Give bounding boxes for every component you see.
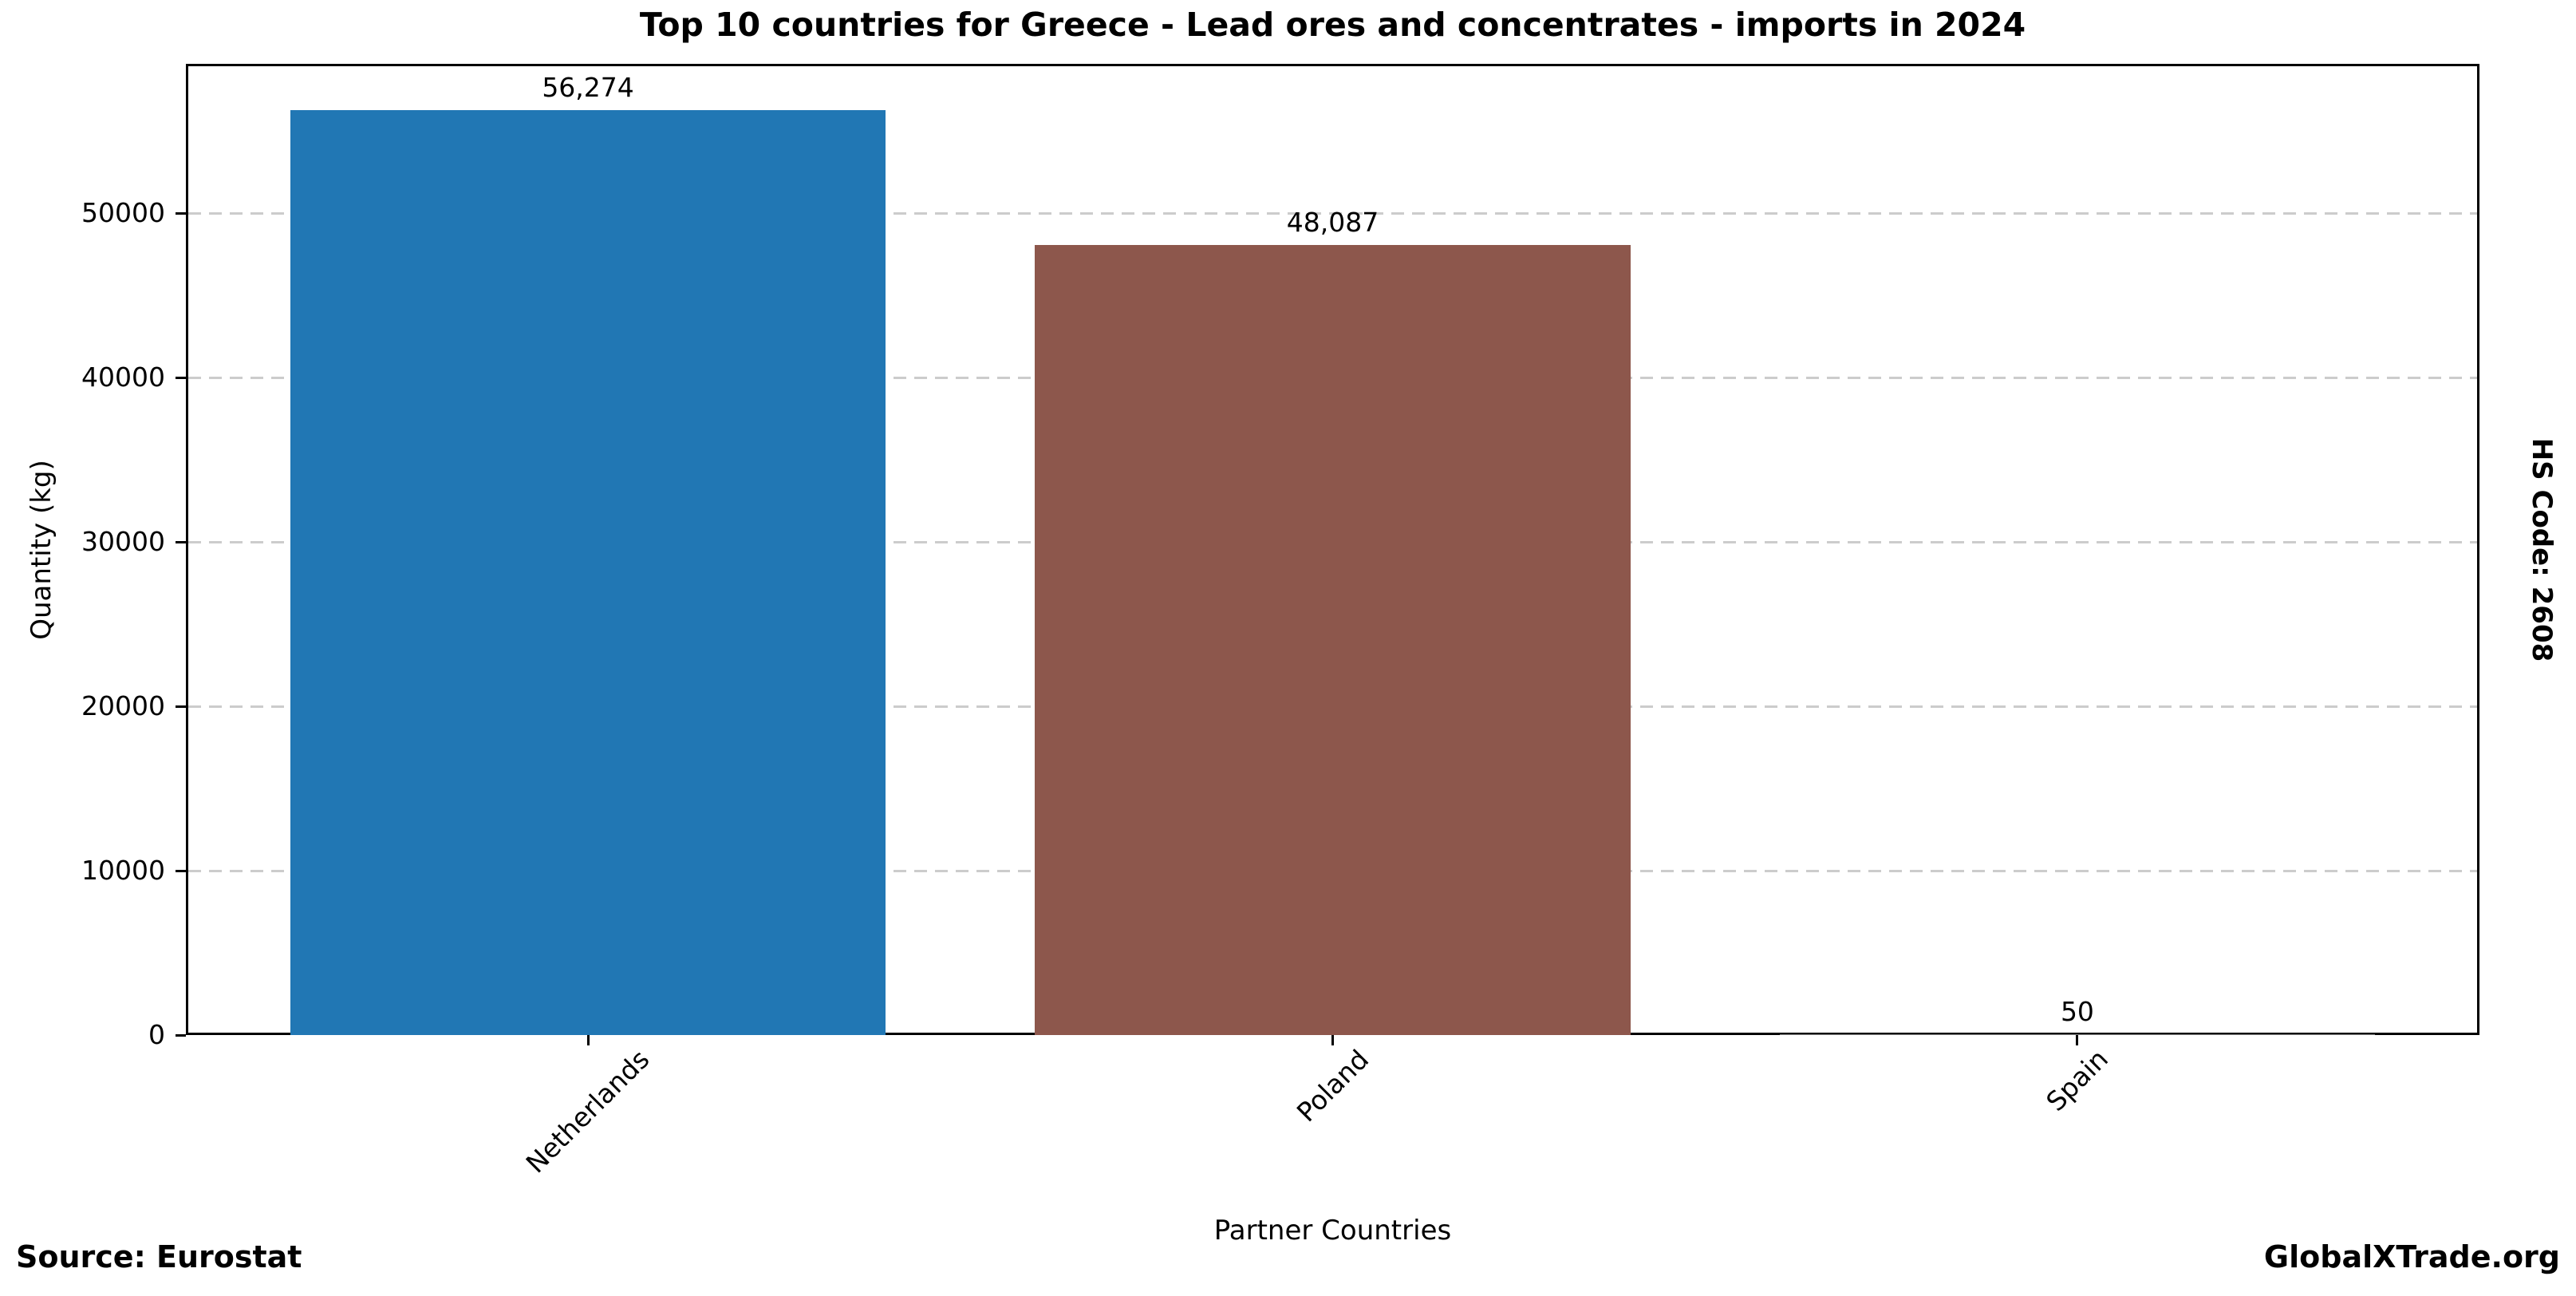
y-tick-label: 40000 [81, 362, 165, 393]
y-tick-label: 30000 [81, 526, 165, 558]
x-tick-mark [1331, 1035, 1334, 1045]
y-axis-label: Quantity (kg) [26, 459, 57, 640]
y-tick-mark [176, 540, 186, 543]
bar-spain [1779, 1033, 2376, 1035]
y-tick-label: 20000 [81, 690, 165, 722]
y-tick-label: 0 [148, 1019, 165, 1050]
bar-netherlands [290, 109, 886, 1035]
y-tick-mark [176, 376, 186, 379]
y-tick-label: 10000 [81, 855, 165, 887]
bar-value-label: 56,274 [542, 71, 634, 103]
x-tick-mark [2076, 1035, 2079, 1045]
x-tick-label: Netherlands [519, 1043, 656, 1179]
brand-label: GlobalXTrade.org [2263, 1239, 2560, 1274]
bar-poland [1035, 244, 1631, 1035]
y-tick-mark [176, 1033, 186, 1037]
y-tick-mark [176, 211, 186, 215]
y-tick-mark [176, 869, 186, 872]
bar-value-label: 50 [2060, 995, 2094, 1027]
hs-code-label: HS Code: 2608 [2526, 437, 2558, 662]
bar-value-label: 48,087 [1286, 206, 1379, 238]
source-label: Source: Eurostat [16, 1239, 302, 1274]
gridline [188, 211, 2477, 215]
chart-title: Top 10 countries for Greece - Lead ores … [639, 6, 2026, 44]
x-tick-label: Poland [1290, 1043, 1375, 1128]
x-axis-label: Partner Countries [1213, 1215, 1452, 1247]
x-tick-mark [586, 1035, 590, 1045]
y-tick-mark [176, 705, 186, 708]
y-tick-label: 50000 [81, 197, 165, 229]
x-tick-label: Spain [2040, 1043, 2114, 1118]
